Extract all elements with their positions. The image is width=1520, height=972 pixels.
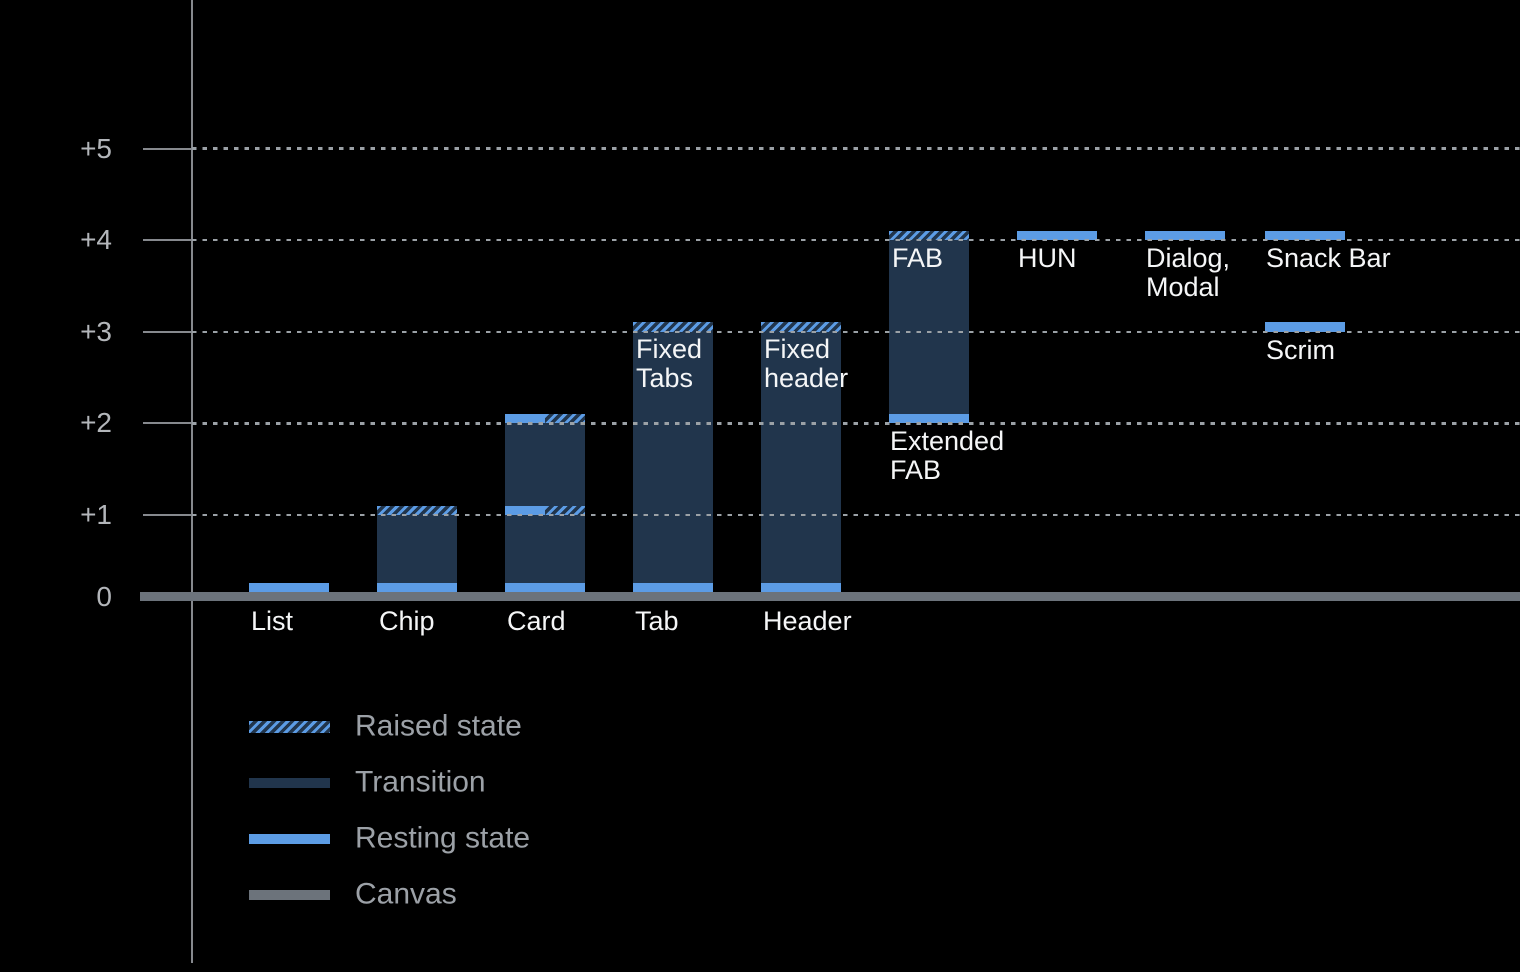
bar-header-raised-strip-3 [761, 322, 841, 332]
y-tick-label-plus3: +3 [80, 315, 112, 347]
bar-tab-raised-strip-3 [633, 322, 713, 332]
bar-header-transition [761, 331, 841, 592]
bar-chip-raised-strip-1 [377, 505, 457, 515]
y-tick-plus3 [143, 330, 192, 333]
bar-card-raised-strip-2 [545, 413, 585, 424]
bar-snack-bar-resting-strip-4 [1265, 230, 1345, 241]
bar-chip-transition [377, 515, 457, 592]
x-axis-label-header: Header [763, 606, 852, 636]
y-tick-plus4 [143, 239, 192, 242]
y-tick-plus1 [143, 514, 192, 516]
bar-dialog-modal-resting-strip-4 [1145, 230, 1225, 241]
bar-card-resting-strip-2 [505, 413, 545, 424]
y-axis-line [190, 0, 193, 963]
x-axis-label-chip: Chip [379, 606, 435, 636]
bar-dialog-modal-below-label: Dialog, Modal [1146, 243, 1231, 303]
x-axis-label-card: Card [507, 606, 566, 636]
bar-fab-resting-strip-2 [889, 413, 969, 424]
bar-tab-transition [633, 331, 713, 592]
bar-fab-raised-strip-4 [889, 230, 969, 241]
gridline-plus1 [192, 513, 1520, 517]
bar-header-inner-label: Fixed header [764, 334, 849, 394]
bar-card-resting-strip-0 [505, 582, 585, 592]
y-tick-label-plus1: +1 [80, 499, 112, 530]
legend-label-canvas: Canvas [355, 877, 457, 911]
bar-scrim-below-label: Scrim [1266, 334, 1335, 365]
legend-label-transition: Transition [355, 765, 486, 799]
bar-card-raised-strip-1 [545, 505, 585, 515]
bar-hun-below-label: HUN [1018, 243, 1077, 274]
bar-header-resting-strip-0 [761, 582, 841, 592]
legend-label-resting: Resting state [355, 821, 531, 855]
bar-list-resting-strip-0 [249, 582, 329, 592]
bar-tab-inner-label: Fixed Tabs [636, 334, 703, 394]
y-tick-plus5 [143, 147, 192, 150]
bar-card-resting-strip-1 [505, 505, 545, 515]
y-tick-label-plus2: +2 [80, 407, 112, 439]
legend-label-raised: Raised state [355, 709, 522, 743]
legend-swatch-raised [249, 721, 330, 733]
gridline-plus3 [192, 330, 1520, 334]
bar-tab-resting-strip-0 [633, 582, 713, 592]
y-tick-label-plus5: +5 [80, 132, 112, 164]
x-axis-label-list: List [251, 606, 294, 636]
bar-chip-resting-strip-0 [377, 582, 457, 592]
bar-scrim-resting-strip-3 [1265, 322, 1345, 332]
bar-hun-resting-strip-4 [1017, 230, 1097, 241]
legend-swatch-canvas [249, 890, 330, 900]
canvas-baseline [140, 592, 1520, 601]
gridline-plus2 [192, 422, 1520, 425]
gridline-plus5 [192, 147, 1520, 150]
legend-swatch-transition [249, 778, 330, 788]
bar-fab-below-label: Extended FAB [890, 426, 1005, 486]
bar-snack-bar-below-label: Snack Bar [1266, 243, 1391, 274]
gridline-plus4 [192, 238, 1520, 242]
bar-fab-inner-label: FAB [892, 242, 944, 273]
y-tick-label-plus4: +4 [80, 224, 112, 256]
y-tick-plus2 [143, 422, 192, 425]
x-axis-label-tab: Tab [635, 606, 679, 636]
legend-swatch-resting [249, 834, 330, 844]
y-tick-label-0: 0 [96, 580, 112, 612]
